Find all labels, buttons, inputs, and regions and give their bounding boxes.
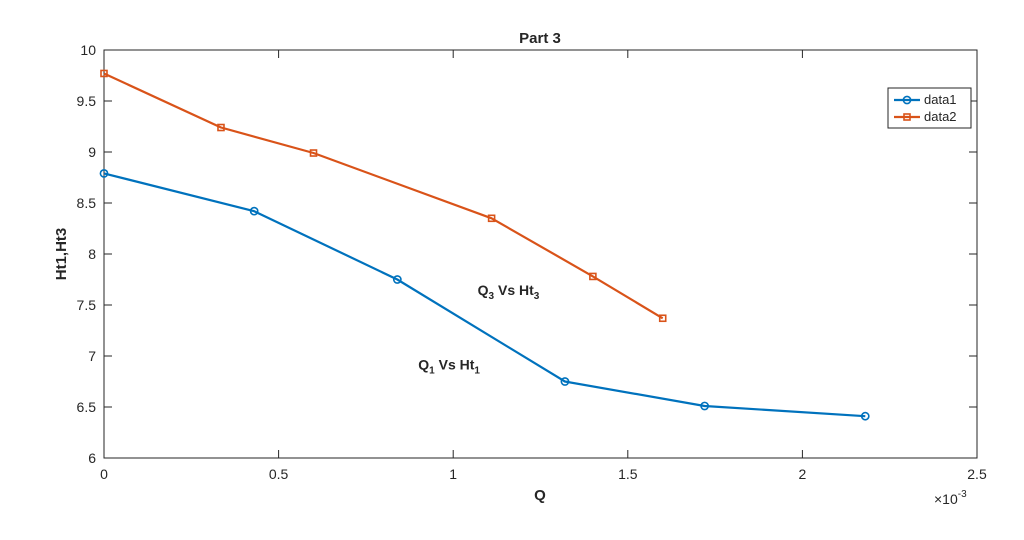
y-tick-label: 7	[88, 348, 96, 364]
data-point	[217, 123, 225, 132]
y-tick-label: 9.5	[77, 93, 97, 109]
plot-area	[103, 49, 978, 459]
annotation-subscript: 3	[534, 291, 540, 302]
legend-marker	[902, 95, 912, 105]
annotation-part: Q	[418, 356, 429, 372]
data-point	[658, 314, 667, 323]
x-tick-label: 1	[449, 466, 457, 482]
data-point	[100, 69, 108, 78]
data-point	[487, 214, 496, 223]
y-tick-label: 8	[88, 246, 96, 262]
series-data2	[100, 69, 667, 323]
annotation-part: Vs Ht	[435, 356, 475, 372]
annotation-subscript: 3	[489, 291, 495, 302]
annotation-part: Q	[478, 282, 489, 298]
legend-marker	[903, 113, 911, 121]
y-tick-label: 7.5	[77, 297, 97, 313]
series-data1	[99, 169, 870, 421]
data-point	[589, 272, 597, 281]
y-tick-label: 8.5	[77, 195, 97, 211]
x-tick-label: 0	[100, 466, 108, 482]
x-axis-title: Q	[534, 487, 546, 504]
y-axis: 6 6.5 7 7.5 8 8.5 9 9.5 10	[77, 42, 977, 466]
data-point	[99, 169, 109, 178]
legend-item-data2: data2	[894, 109, 957, 124]
x-tick-label: 1.5	[618, 466, 638, 482]
data-point	[392, 275, 402, 284]
chart-title: Part 3	[519, 30, 561, 47]
x-tick-label: 0.5	[269, 466, 289, 482]
series-layer	[99, 69, 870, 421]
series-line-data2	[103, 72, 664, 320]
legend: data1 data2	[887, 87, 972, 129]
data-point	[309, 149, 318, 157]
data-point	[249, 206, 259, 216]
data-point	[860, 411, 870, 421]
y-tick-label: 6.5	[77, 399, 97, 415]
legend-label: data1	[924, 92, 957, 107]
annotation-label: Q3 Vs Ht3	[478, 282, 540, 302]
annotation-label: Q1 Vs Ht1	[418, 356, 480, 376]
y-tick-label: 6	[88, 450, 96, 466]
legend-item-data1: data1	[894, 92, 957, 107]
annotation-part: Vs Ht	[494, 282, 534, 298]
annotation-subscript: 1	[429, 365, 435, 376]
plot-frame	[103, 49, 978, 459]
y-tick-label: 9	[88, 144, 96, 160]
x-axis-multiplier: ×10-3	[934, 489, 967, 507]
x-axis-multiplier-base: ×10	[934, 491, 958, 507]
x-axis-multiplier-exponent: -3	[958, 489, 967, 500]
x-axis: 0 0.5 1 1.5 2 2.5	[100, 50, 987, 482]
y-axis-title: Ht1,Ht3	[53, 228, 70, 281]
y-tick-label: 10	[80, 42, 96, 58]
annotation-subscript: 1	[474, 365, 480, 376]
data-point	[700, 401, 710, 411]
x-tick-label: 2	[799, 466, 807, 482]
series-line-data1	[103, 172, 866, 418]
legend-label: data2	[924, 109, 957, 124]
legend-box	[887, 87, 972, 129]
data-point	[560, 377, 570, 386]
x-tick-label: 2.5	[967, 466, 987, 482]
